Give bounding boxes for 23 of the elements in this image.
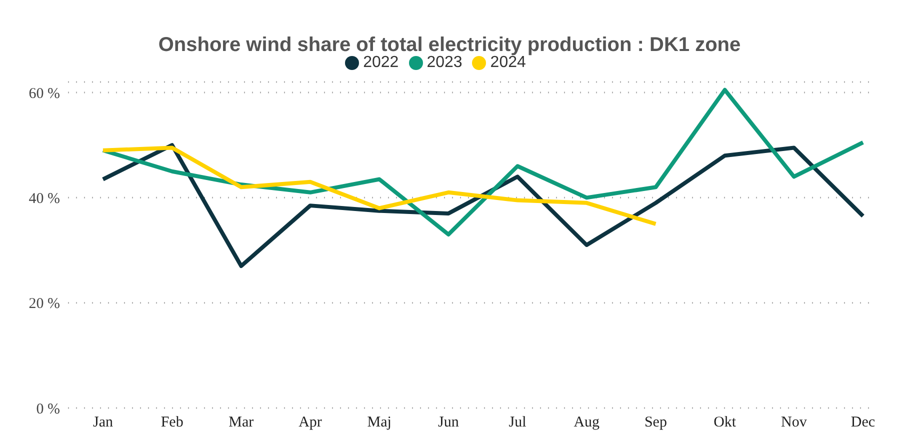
y-tick-label: 20 % xyxy=(28,296,60,312)
x-tick-label: Jul xyxy=(508,414,526,431)
y-tick-label: 0 % xyxy=(36,401,60,418)
x-tick-label: Maj xyxy=(367,414,392,431)
legend-label: 2023 xyxy=(426,54,462,71)
x-tick-label: Nov xyxy=(780,414,808,431)
line-series xyxy=(101,88,865,236)
x-tick-label: Feb xyxy=(160,414,184,431)
x-tick-label: Jan xyxy=(93,414,114,431)
line-series xyxy=(101,143,865,268)
line-series xyxy=(101,146,658,226)
x-tick-label: Sep xyxy=(644,414,667,431)
x-tick-label: Aug xyxy=(574,414,600,431)
y-tick-label: 40 % xyxy=(28,191,60,207)
x-tick-label: Mar xyxy=(228,414,254,431)
x-tick-label: Dec xyxy=(850,414,876,431)
x-tick-label: Jun xyxy=(438,414,460,431)
legend-label: 2024 xyxy=(490,54,526,71)
x-tick-label: Okt xyxy=(714,414,737,431)
y-tick-label: 60 % xyxy=(28,86,60,102)
chart-title: Onshore wind share of total electricity production : DK1 zone xyxy=(157,33,742,56)
legend-label: 2022 xyxy=(363,54,399,71)
x-tick-label: Apr xyxy=(298,414,322,431)
